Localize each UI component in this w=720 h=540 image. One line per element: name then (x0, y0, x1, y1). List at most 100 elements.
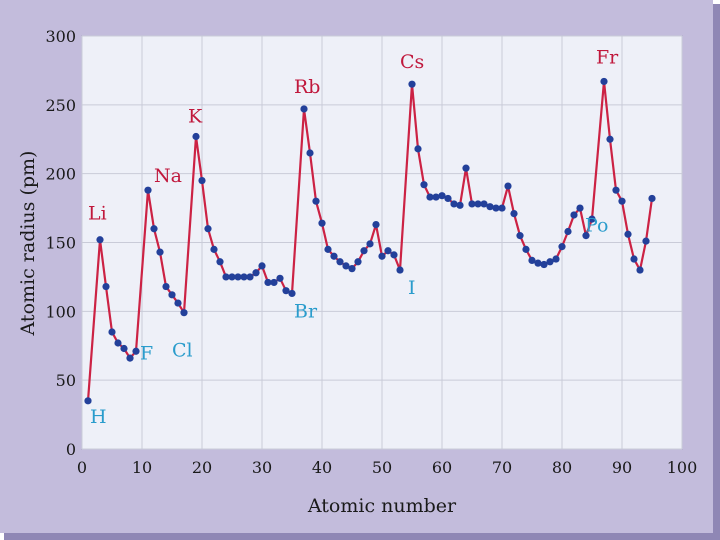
y-axis-ticks: 0 50 100 150 200 250 300 (45, 27, 76, 459)
element-labels: H Li F Na Cl K Br Rb I Cs Fr Po (88, 46, 619, 427)
data-point (372, 221, 380, 229)
data-point (180, 309, 188, 317)
element-label-fr: Fr (596, 46, 619, 68)
data-point (282, 287, 290, 295)
data-point (588, 215, 596, 223)
x-tick-label: 60 (432, 458, 452, 477)
data-point (264, 278, 272, 287)
data-point (468, 200, 476, 208)
data-point (450, 200, 458, 208)
data-point (606, 135, 614, 143)
data-point (384, 247, 392, 255)
x-tick-label: 10 (132, 458, 152, 477)
data-point (192, 132, 200, 141)
data-point (396, 266, 404, 274)
data-point (618, 197, 626, 205)
data-point (486, 203, 494, 211)
data-point (576, 204, 584, 212)
data-point (240, 273, 248, 281)
y-tick-label: 300 (45, 27, 76, 46)
data-point (216, 258, 224, 266)
data-point (168, 291, 176, 299)
data-point (342, 262, 350, 270)
element-label-f: F (140, 342, 153, 364)
data-point (306, 149, 314, 157)
data-point (558, 243, 566, 251)
data-point (132, 347, 140, 355)
data-point (504, 182, 512, 190)
data-point (222, 273, 230, 281)
element-label-rb: Rb (294, 76, 320, 98)
data-point (414, 145, 422, 153)
data-point (426, 193, 434, 201)
data-point (480, 200, 488, 208)
data-point (174, 299, 182, 307)
data-point (348, 265, 356, 273)
x-axis-ticks: 0 10 20 30 40 50 60 70 80 90 100 (77, 458, 697, 477)
element-label-li: Li (88, 203, 107, 225)
data-point (360, 247, 368, 255)
data-point (96, 236, 104, 244)
data-point (408, 80, 416, 88)
element-label-br: Br (294, 300, 318, 322)
data-point (108, 328, 116, 336)
element-label-h: H (90, 406, 107, 428)
data-point (84, 397, 92, 405)
data-point (498, 204, 506, 212)
x-tick-label: 30 (252, 458, 272, 477)
data-point (318, 219, 326, 227)
x-axis-title: Atomic number (307, 495, 457, 517)
data-point (516, 232, 524, 240)
data-point (546, 258, 554, 266)
data-point (204, 225, 212, 233)
data-point (474, 200, 482, 208)
data-point (336, 258, 344, 266)
data-point (330, 252, 338, 260)
y-tick-label: 200 (45, 165, 76, 184)
data-point (210, 245, 218, 253)
y-axis-title: Atomic radius (pm) (17, 151, 39, 337)
data-point (642, 237, 650, 245)
element-label-k: K (188, 105, 203, 127)
y-tick-label: 150 (45, 234, 76, 253)
data-point (312, 197, 320, 205)
data-point (126, 354, 134, 362)
data-point (252, 269, 260, 277)
data-point (630, 255, 638, 263)
element-label-po: Po (585, 215, 608, 237)
data-point (564, 227, 572, 236)
data-point (528, 256, 536, 264)
data-point (276, 274, 284, 282)
data-point (432, 193, 440, 201)
grid (81, 35, 683, 450)
data-point (522, 245, 530, 253)
data-point (162, 282, 170, 291)
element-label-cl: Cl (172, 340, 193, 362)
data-point (570, 211, 578, 219)
data-point (114, 339, 122, 347)
data-point (456, 201, 464, 209)
data-point (228, 273, 236, 281)
data-point (612, 186, 620, 194)
data-point (234, 273, 242, 281)
data-point (438, 192, 446, 200)
y-tick-label: 100 (45, 302, 76, 321)
data-point (270, 278, 278, 287)
x-tick-label: 70 (492, 458, 512, 477)
data-point (390, 251, 398, 259)
data-point (462, 164, 470, 172)
element-label-na: Na (154, 165, 182, 187)
x-tick-label: 20 (192, 458, 212, 477)
data-point (552, 255, 560, 263)
y-tick-label: 250 (45, 96, 76, 115)
data-point (144, 186, 152, 194)
x-tick-label: 100 (667, 458, 698, 477)
data-point (156, 248, 164, 256)
data-point (258, 262, 266, 270)
data-point (420, 181, 428, 189)
data-point (300, 105, 308, 113)
data-point (150, 225, 158, 233)
data-point (492, 204, 500, 212)
data-point (288, 289, 296, 298)
data-point (102, 282, 110, 291)
